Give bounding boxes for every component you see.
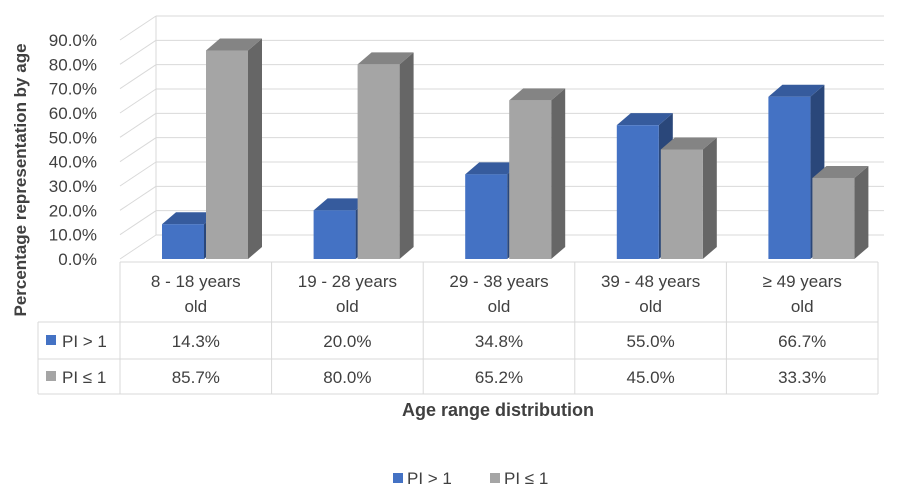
bar-front [162, 224, 204, 259]
table-series-name: PI ≤ 1 [62, 368, 106, 387]
category-label: old [639, 297, 662, 316]
bar [660, 137, 717, 259]
bar-side [399, 52, 414, 260]
bar-top [357, 52, 414, 65]
data-table: 8 - 18 years old 19 - 28 years old 29 - 38 y… [37, 261, 879, 395]
bar-front [660, 149, 703, 259]
gridline-diagonal [119, 210, 157, 236]
bar-top [616, 113, 673, 126]
gridline-diagonal [119, 15, 157, 41]
category-label: old [184, 297, 207, 316]
bar-top [313, 198, 370, 211]
bar-top [162, 212, 218, 225]
table-cell: 66.7% [778, 332, 826, 351]
bar [812, 165, 869, 259]
table-cell: 80.0% [323, 368, 371, 387]
bar-front [206, 50, 248, 259]
gridline-diagonal [119, 161, 157, 187]
y-tick-label: 50.0% [49, 128, 97, 147]
table-series-name: PI > 1 [62, 332, 107, 351]
bar-top [812, 165, 869, 178]
y-tick-label: 20.0% [49, 201, 97, 220]
bar-side [854, 165, 869, 259]
gridline-diagonal [119, 64, 157, 90]
gridline-diagonal [119, 234, 157, 260]
category-label: 29 - 38 years [449, 272, 548, 291]
table-cell: 85.7% [172, 368, 220, 387]
table-cell: 14.3% [172, 332, 220, 351]
y-axis-label: Percentage representation by age [11, 43, 30, 316]
table-legend-key [46, 335, 56, 345]
y-tick-label: 80.0% [49, 55, 97, 74]
legend-swatch [393, 473, 403, 483]
bar-top [768, 84, 825, 97]
table-cell: 45.0% [626, 368, 674, 387]
category-label: old [791, 297, 814, 316]
bar-front [313, 210, 356, 259]
gridline-diagonal [119, 137, 157, 163]
category-label: old [488, 297, 511, 316]
bar-front [509, 100, 552, 259]
bar-side [248, 38, 262, 259]
bar-front [357, 64, 400, 259]
table-cell: 34.8% [475, 332, 523, 351]
bar-top [206, 38, 262, 51]
y-tick-label: 10.0% [49, 226, 97, 245]
y-tick-labels: 0.0% 10.0% 20.0% 30.0% 40.0% 50.0% 60.0% 70.0% 8… [49, 31, 97, 269]
bar-top [465, 162, 522, 175]
gridline-diagonal [119, 185, 157, 211]
bar-front [768, 96, 811, 260]
gridline-diagonal [119, 88, 157, 114]
bar-top [509, 88, 566, 101]
bars [162, 38, 869, 260]
table-cell: 33.3% [778, 368, 826, 387]
bar-top [660, 137, 717, 150]
bar-side [551, 88, 566, 259]
legend-label: PI ≤ 1 [504, 469, 548, 488]
category-label: 8 - 18 years [151, 272, 241, 291]
category-label: 39 - 48 years [601, 272, 700, 291]
legend: PI > 1 PI ≤ 1 [393, 469, 548, 488]
table-cell: 55.0% [626, 332, 674, 351]
table-legend-key [46, 371, 56, 381]
y-tick-label: 70.0% [49, 80, 97, 99]
table-cell: 20.0% [323, 332, 371, 351]
category-label: ≥ 49 years [763, 272, 842, 291]
bar [206, 38, 262, 259]
x-axis-label: Age range distribution [402, 400, 594, 420]
y-tick-label: 90.0% [49, 31, 97, 50]
bar-front [812, 177, 855, 259]
table-cell: 65.2% [475, 368, 523, 387]
y-tick-label: 40.0% [49, 153, 97, 172]
category-label: old [336, 297, 359, 316]
bar [768, 84, 825, 260]
bar [357, 52, 414, 260]
y-tick-label: 60.0% [49, 104, 97, 123]
legend-swatch [490, 473, 500, 483]
bar-front [616, 125, 659, 260]
bar-front [465, 174, 508, 259]
legend-label: PI > 1 [407, 469, 452, 488]
y-tick-label: 30.0% [49, 177, 97, 196]
gridline-diagonal [119, 39, 157, 65]
category-label: 19 - 28 years [298, 272, 397, 291]
bar [509, 88, 566, 259]
y-tick-label: 0.0% [58, 250, 97, 269]
bar-side [702, 137, 717, 259]
gridline-diagonal [119, 112, 157, 138]
